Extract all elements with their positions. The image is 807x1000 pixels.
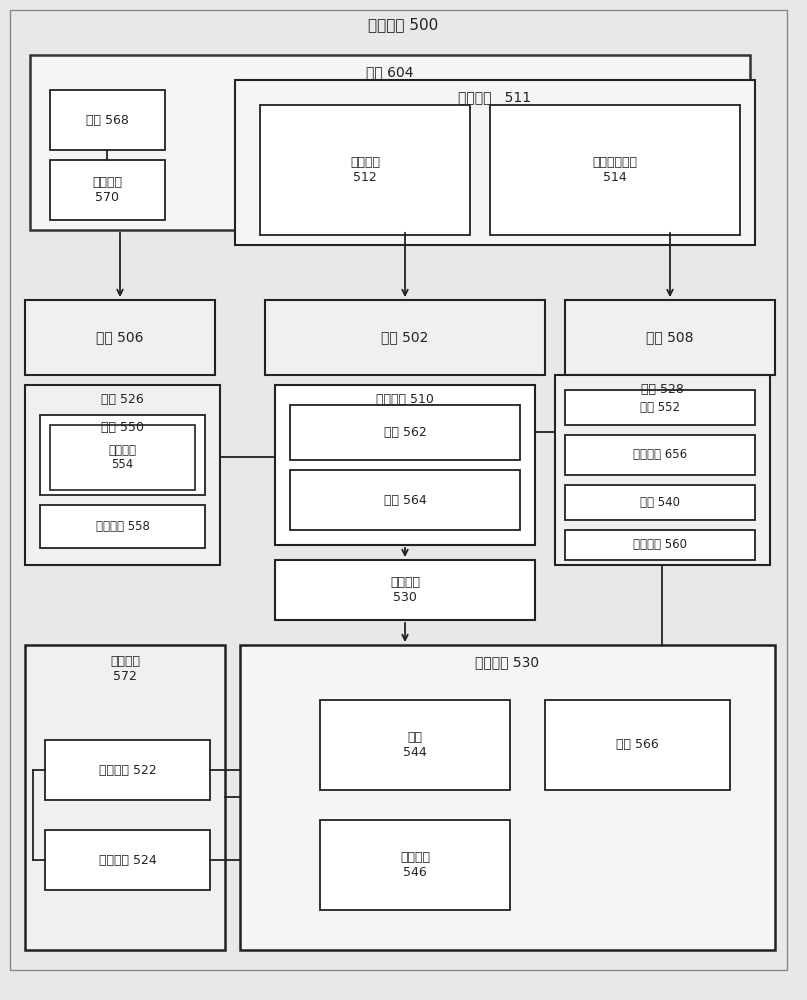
Text: 干扰信息
546: 干扰信息 546 bbox=[400, 851, 430, 879]
Bar bbox=[25, 300, 215, 375]
Bar bbox=[40, 505, 205, 548]
Bar bbox=[25, 645, 225, 950]
Bar bbox=[260, 105, 470, 235]
Bar bbox=[320, 820, 510, 910]
Bar bbox=[555, 375, 770, 565]
Bar bbox=[235, 80, 755, 245]
Text: 频率范围
554: 频率范围 554 bbox=[108, 444, 136, 472]
Text: 功率水平 560: 功率水平 560 bbox=[633, 538, 687, 552]
Bar bbox=[40, 415, 205, 495]
Text: 内部信号
530: 内部信号 530 bbox=[390, 576, 420, 604]
Text: 处理单元 522: 处理单元 522 bbox=[98, 764, 157, 776]
Bar bbox=[565, 530, 755, 560]
Bar bbox=[50, 90, 165, 150]
Text: 通信系统 500: 通信系统 500 bbox=[368, 17, 439, 32]
Text: 信息
544: 信息 544 bbox=[404, 731, 427, 759]
Text: 功率水平 558: 功率水平 558 bbox=[95, 520, 149, 533]
Text: 信号 528: 信号 528 bbox=[641, 383, 684, 396]
Bar bbox=[25, 385, 220, 565]
Bar bbox=[275, 385, 535, 545]
Bar bbox=[290, 405, 520, 460]
Text: 类型 564: 类型 564 bbox=[383, 493, 426, 506]
Text: 天线 508: 天线 508 bbox=[646, 330, 694, 344]
Bar bbox=[275, 560, 535, 620]
Text: 策略 568: 策略 568 bbox=[86, 113, 129, 126]
Text: 存储元件 524: 存储元件 524 bbox=[98, 854, 157, 866]
Text: 策略 566: 策略 566 bbox=[616, 738, 659, 752]
Bar bbox=[565, 300, 775, 375]
Bar bbox=[565, 435, 755, 475]
Bar bbox=[50, 425, 195, 490]
Bar bbox=[545, 700, 730, 790]
Text: 频带 552: 频带 552 bbox=[640, 401, 680, 414]
Text: 其他网络接口
514: 其他网络接口 514 bbox=[592, 156, 638, 184]
Bar bbox=[565, 485, 755, 520]
Text: 干扰模块 530: 干扰模块 530 bbox=[475, 655, 540, 669]
Bar bbox=[50, 160, 165, 220]
Bar bbox=[265, 300, 545, 375]
Text: 纠正动作
570: 纠正动作 570 bbox=[93, 176, 123, 204]
Bar bbox=[30, 55, 750, 230]
Bar bbox=[45, 830, 210, 890]
Text: 天线 506: 天线 506 bbox=[96, 330, 144, 344]
Bar bbox=[565, 390, 755, 425]
Text: 频率范围 656: 频率范围 656 bbox=[633, 448, 687, 462]
Bar bbox=[240, 645, 775, 950]
Text: 信号干扰 510: 信号干扰 510 bbox=[376, 393, 434, 406]
Text: 多个基站
512: 多个基站 512 bbox=[350, 156, 380, 184]
Bar bbox=[320, 700, 510, 790]
Bar bbox=[490, 105, 740, 235]
Text: 频带 550: 频带 550 bbox=[101, 421, 144, 434]
Text: 网络 604: 网络 604 bbox=[366, 65, 414, 79]
Text: 信号 526: 信号 526 bbox=[101, 393, 144, 406]
Text: 水平 562: 水平 562 bbox=[383, 426, 426, 439]
Text: 谐波 540: 谐波 540 bbox=[640, 496, 680, 509]
Text: 设备 502: 设备 502 bbox=[382, 330, 429, 344]
Bar bbox=[290, 470, 520, 530]
Text: 通信模块
572: 通信模块 572 bbox=[110, 655, 140, 683]
Bar bbox=[45, 740, 210, 800]
Text: 网络接口   511: 网络接口 511 bbox=[458, 90, 532, 104]
